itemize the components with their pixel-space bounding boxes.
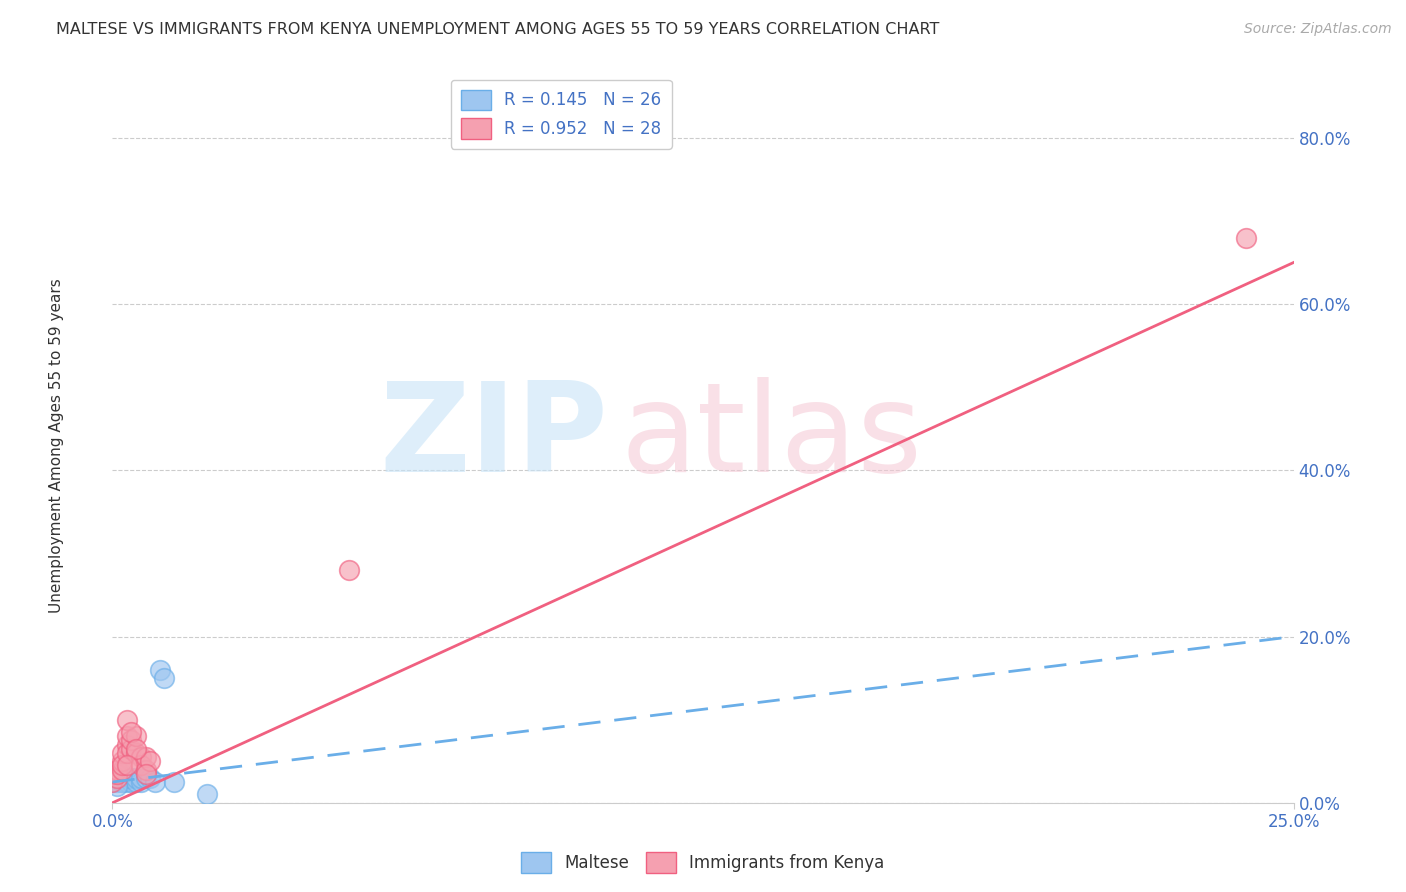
Point: [115, 738, 138, 752]
Point: [120, 771, 142, 785]
Point: [195, 788, 218, 802]
Point: [129, 775, 152, 789]
Text: Source: ZipAtlas.com: Source: ZipAtlas.com: [1244, 22, 1392, 37]
Text: atlas: atlas: [620, 376, 922, 498]
Point: [115, 713, 138, 727]
Point: [115, 771, 138, 785]
Point: [135, 771, 157, 785]
Point: [105, 766, 128, 780]
Point: [115, 746, 138, 760]
Point: [105, 779, 128, 793]
Legend: R = 0.145   N = 26, R = 0.952   N = 28: R = 0.145 N = 26, R = 0.952 N = 28: [451, 79, 672, 149]
Point: [135, 750, 157, 764]
Point: [105, 763, 128, 777]
Point: [129, 750, 152, 764]
Point: [111, 775, 134, 789]
Point: [135, 763, 157, 777]
Point: [111, 771, 134, 785]
Point: [337, 563, 360, 577]
Point: [125, 729, 148, 743]
Point: [115, 775, 138, 789]
Point: [111, 766, 134, 780]
Point: [1234, 230, 1257, 244]
Point: [120, 741, 142, 756]
Point: [105, 771, 128, 785]
Point: [105, 766, 128, 780]
Point: [125, 771, 148, 785]
Point: [120, 733, 142, 747]
Point: [143, 775, 166, 789]
Point: [125, 741, 148, 756]
Point: [111, 754, 134, 768]
Text: ZIP: ZIP: [380, 376, 609, 498]
Point: [120, 775, 142, 789]
Point: [139, 771, 162, 785]
Text: MALTESE VS IMMIGRANTS FROM KENYA UNEMPLOYMENT AMONG AGES 55 TO 59 YEARS CORRELAT: MALTESE VS IMMIGRANTS FROM KENYA UNEMPLO…: [56, 22, 939, 37]
Point: [129, 758, 152, 772]
Point: [163, 775, 186, 789]
Point: [101, 771, 124, 785]
Point: [111, 775, 134, 789]
Point: [153, 671, 176, 685]
Point: [111, 758, 134, 772]
Legend: Maltese, Immigrants from Kenya: Maltese, Immigrants from Kenya: [515, 846, 891, 880]
Point: [115, 771, 138, 785]
Point: [111, 763, 134, 777]
Point: [135, 766, 157, 780]
Point: [149, 663, 172, 677]
Point: [101, 775, 124, 789]
Point: [105, 771, 128, 785]
Point: [120, 725, 142, 739]
Point: [111, 746, 134, 760]
Point: [115, 729, 138, 743]
Text: Unemployment Among Ages 55 to 59 years: Unemployment Among Ages 55 to 59 years: [49, 278, 63, 614]
Point: [101, 775, 124, 789]
Point: [139, 754, 162, 768]
Point: [115, 758, 138, 772]
Point: [125, 775, 148, 789]
Point: [125, 746, 148, 760]
Point: [101, 766, 124, 780]
Point: [129, 771, 152, 785]
Point: [105, 775, 128, 789]
